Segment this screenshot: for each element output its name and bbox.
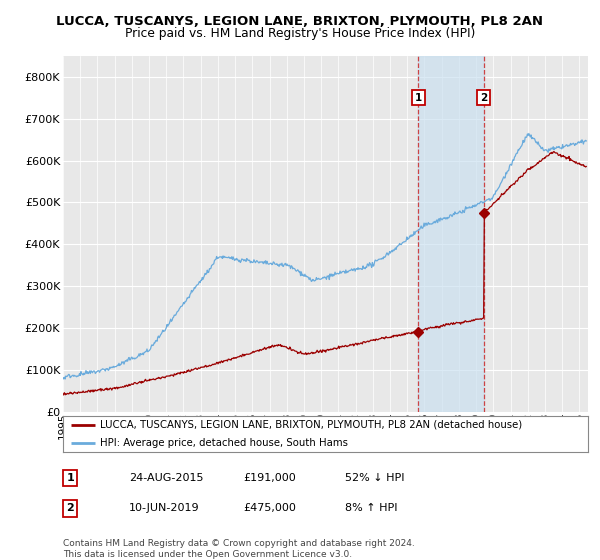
Text: LUCCA, TUSCANYS, LEGION LANE, BRIXTON, PLYMOUTH, PL8 2AN: LUCCA, TUSCANYS, LEGION LANE, BRIXTON, P… — [56, 15, 544, 27]
Text: Price paid vs. HM Land Registry's House Price Index (HPI): Price paid vs. HM Land Registry's House … — [125, 27, 475, 40]
Bar — [418, 56, 484, 412]
Text: LUCCA, TUSCANYS, LEGION LANE, BRIXTON, PLYMOUTH, PL8 2AN (detached house): LUCCA, TUSCANYS, LEGION LANE, BRIXTON, P… — [100, 420, 522, 430]
Text: 8% ↑ HPI: 8% ↑ HPI — [345, 503, 398, 514]
Text: 2: 2 — [480, 93, 487, 103]
Text: 10-JUN-2019: 10-JUN-2019 — [129, 503, 200, 514]
Text: 24-AUG-2015: 24-AUG-2015 — [129, 473, 203, 483]
Text: 2: 2 — [67, 503, 74, 514]
Text: 52% ↓ HPI: 52% ↓ HPI — [345, 473, 404, 483]
Text: HPI: Average price, detached house, South Hams: HPI: Average price, detached house, Sout… — [100, 438, 348, 448]
Text: £475,000: £475,000 — [243, 503, 296, 514]
Text: 1: 1 — [67, 473, 74, 483]
Text: £191,000: £191,000 — [243, 473, 296, 483]
Text: Contains HM Land Registry data © Crown copyright and database right 2024.
This d: Contains HM Land Registry data © Crown c… — [63, 539, 415, 559]
Text: 1: 1 — [415, 93, 422, 103]
